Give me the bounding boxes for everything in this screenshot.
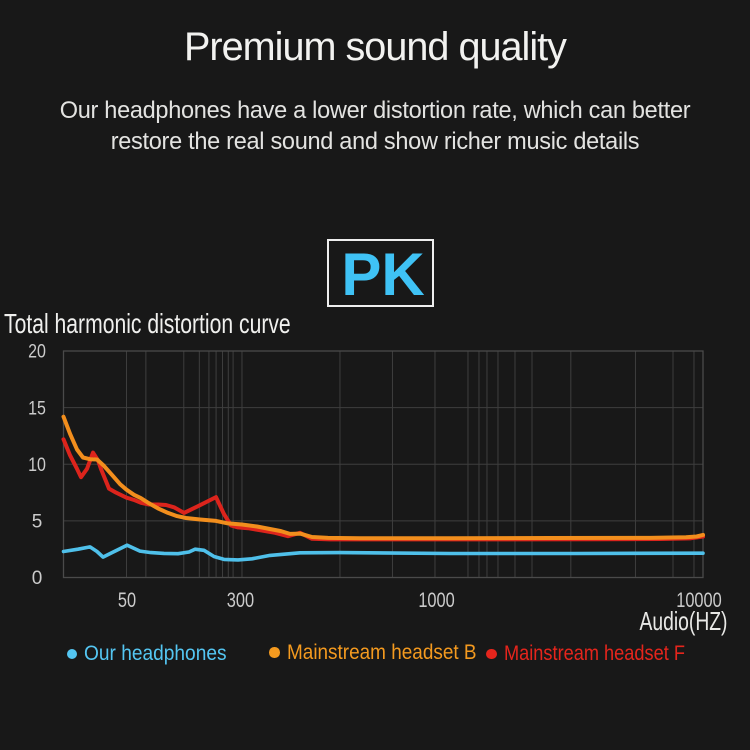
x-tick-label: 50 [118, 588, 136, 612]
pk-badge-label: PK [341, 241, 425, 308]
chart-title: Total harmonic distortion curve [4, 308, 291, 339]
legend-label: Mainstream headset F [503, 642, 685, 665]
legend-item-headset-f: Mainstream headset F [486, 642, 712, 665]
legend-dot-red [486, 648, 497, 660]
series-mainstream-headset-b [61, 414, 705, 541]
y-tick-label: 15 [28, 398, 46, 419]
x-tick-label: 1000 [418, 588, 454, 612]
x-axis-label: Audio(HZ) [640, 606, 728, 636]
series-our-headphones [61, 543, 705, 562]
page-subtitle: Our headphones have a lower distortion r… [8, 95, 743, 157]
y-tick-label: 10 [28, 455, 46, 476]
legend-dot-orange [269, 647, 280, 658]
legend-dot-blue [66, 648, 78, 660]
page-title: Premium sound quality [183, 25, 567, 69]
y-tick-label: 0 [32, 568, 43, 589]
pk-badge: PK [327, 239, 434, 307]
legend-label: Mainstream headset B [286, 640, 477, 664]
legend-item-our-headphones: Our headphones [66, 642, 239, 665]
y-tick-label: 20 [28, 342, 46, 363]
y-tick-label: 5 [32, 512, 43, 533]
x-tick-label: 300 [227, 588, 254, 612]
series-mainstream-headset-f [61, 437, 705, 542]
legend-item-headset-b: Mainstream headset B [269, 640, 497, 664]
plot-border [62, 350, 704, 579]
legend-label: Our headphones [84, 642, 227, 665]
subtitle-line-2: restore the real sound and show richer m… [110, 128, 640, 155]
x-tick-label: 10000 [676, 588, 722, 612]
subtitle-line-1: Our headphones have a lower distortion r… [59, 97, 691, 124]
